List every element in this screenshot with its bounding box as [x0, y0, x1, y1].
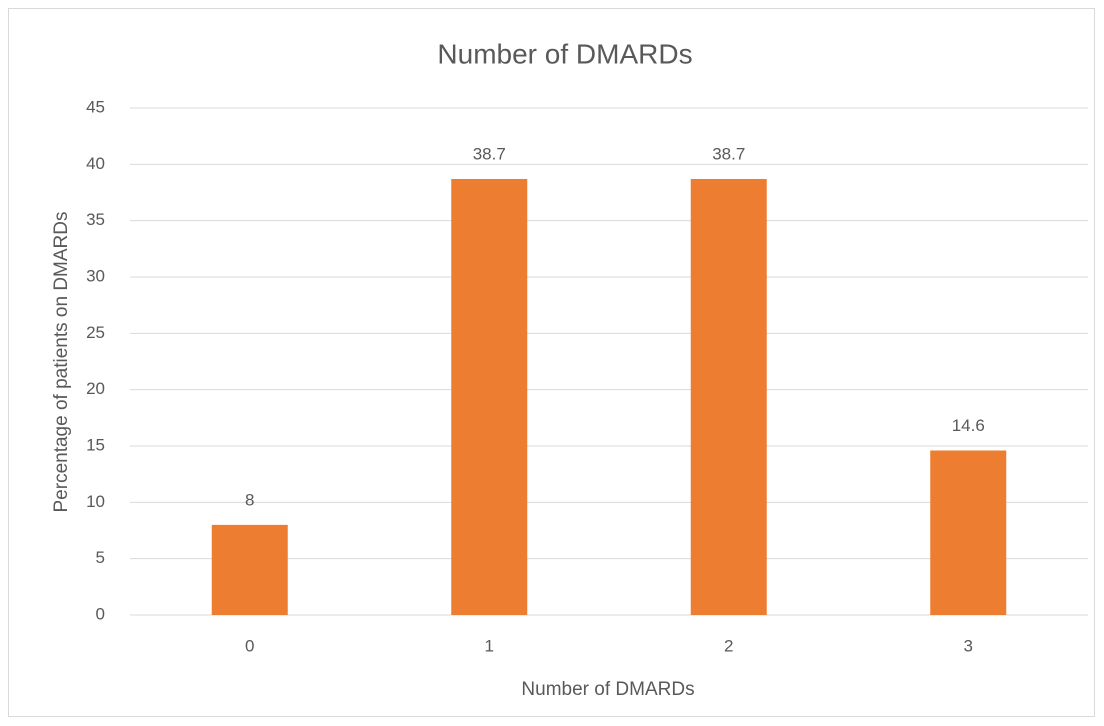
x-tick-label: 0	[245, 636, 254, 655]
y-tick-label: 20	[86, 379, 105, 398]
y-tick-label: 0	[96, 604, 105, 623]
chart-title: Number of DMARDs	[437, 38, 692, 69]
x-tick-label: 1	[485, 636, 494, 655]
x-tick-label: 2	[724, 636, 733, 655]
chart-border	[8, 8, 1095, 717]
y-axis-label: Percentage of patients on DMARDs	[51, 212, 72, 513]
y-tick-label: 10	[86, 492, 105, 511]
bar	[690, 178, 767, 616]
data-label: 8	[245, 490, 254, 509]
y-tick-label: 5	[96, 548, 105, 567]
bar	[930, 450, 1007, 615]
y-tick-label: 35	[86, 210, 105, 229]
bar	[451, 178, 528, 616]
y-tick-label: 30	[86, 266, 105, 285]
y-tick-label: 40	[86, 154, 105, 173]
bar	[211, 524, 288, 615]
data-label: 38.7	[712, 144, 745, 163]
y-tick-label: 25	[86, 323, 105, 342]
x-axis-label: Number of DMARDs	[521, 679, 694, 700]
y-tick-label: 15	[86, 435, 105, 454]
y-tick-label: 45	[86, 97, 105, 116]
x-tick-label: 3	[964, 636, 973, 655]
data-label: 14.6	[952, 416, 985, 435]
data-label: 38.7	[473, 144, 506, 163]
